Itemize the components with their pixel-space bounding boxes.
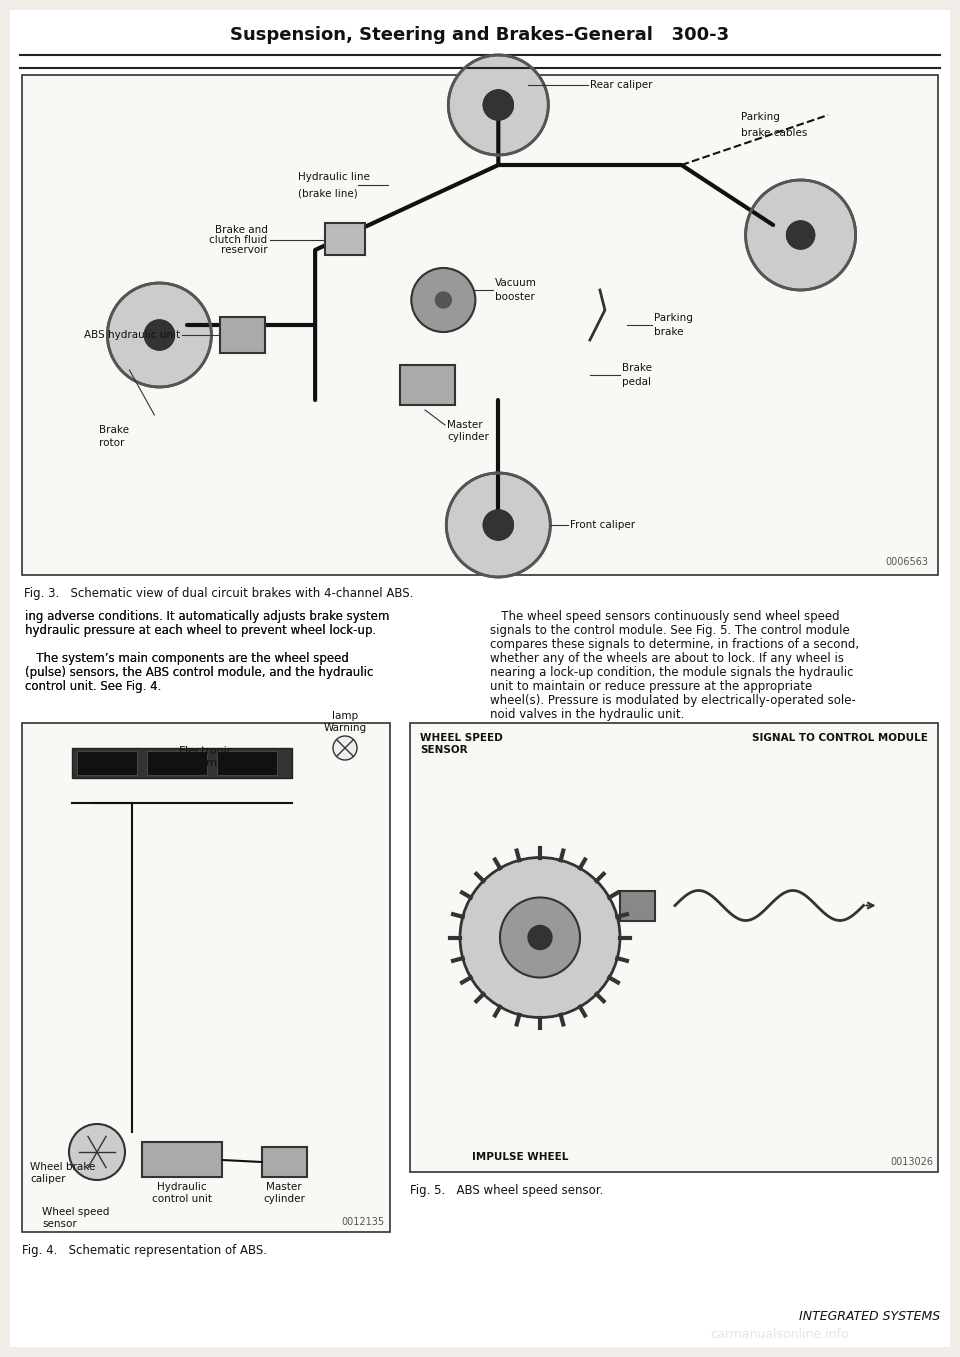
- Text: Fig. 5.   ABS wheel speed sensor.: Fig. 5. ABS wheel speed sensor.: [410, 1185, 604, 1197]
- Text: Front caliper: Front caliper: [570, 520, 636, 531]
- Text: signals to the control module. See Fig. 5. The control module: signals to the control module. See Fig. …: [490, 624, 850, 636]
- Text: noid valves in the hydraulic unit.: noid valves in the hydraulic unit.: [490, 708, 684, 721]
- Circle shape: [746, 180, 855, 290]
- Text: cylinder: cylinder: [447, 432, 489, 442]
- Bar: [217, 750, 277, 775]
- Text: SENSOR: SENSOR: [420, 745, 468, 754]
- Text: sensor: sensor: [42, 1219, 77, 1229]
- Bar: [22, 75, 938, 575]
- Text: brake cables: brake cables: [741, 128, 808, 138]
- Circle shape: [786, 221, 815, 248]
- Text: (brake line): (brake line): [299, 189, 358, 198]
- Text: The wheel speed sensors continuously send wheel speed: The wheel speed sensors continuously sen…: [490, 611, 840, 623]
- Text: control unit: control unit: [152, 1194, 212, 1204]
- Text: Brake: Brake: [100, 425, 130, 436]
- Text: hydraulic pressure at each wheel to prevent wheel lock-up.: hydraulic pressure at each wheel to prev…: [25, 624, 376, 636]
- Text: ing adverse conditions. It automatically adjusts brake system: ing adverse conditions. It automatically…: [25, 611, 390, 623]
- Text: booster: booster: [495, 292, 535, 303]
- Text: Fig. 3.   Schematic view of dual circuit brakes with 4-channel ABS.: Fig. 3. Schematic view of dual circuit b…: [24, 588, 414, 600]
- Text: whether any of the wheels are about to lock. If any wheel is: whether any of the wheels are about to l…: [490, 651, 844, 665]
- Circle shape: [786, 221, 815, 248]
- Text: nearing a lock-up condition, the module signals the hydraulic: nearing a lock-up condition, the module …: [490, 666, 853, 678]
- Circle shape: [483, 90, 514, 119]
- Text: Master: Master: [266, 1182, 301, 1191]
- Text: The system’s main components are the wheel speed: The system’s main components are the whe…: [25, 651, 348, 665]
- Bar: [72, 748, 292, 778]
- Circle shape: [436, 292, 451, 308]
- Circle shape: [528, 925, 552, 950]
- Text: hydraulic pressure at each wheel to prevent wheel lock-up.: hydraulic pressure at each wheel to prev…: [25, 624, 376, 636]
- Text: clutch fluid: clutch fluid: [209, 235, 268, 246]
- Text: Hydraulic: Hydraulic: [157, 1182, 206, 1191]
- Text: lamp: lamp: [332, 711, 358, 721]
- Bar: [620, 890, 655, 920]
- Text: brake: brake: [654, 327, 684, 337]
- Text: Parking: Parking: [741, 113, 780, 122]
- Text: 0006563: 0006563: [885, 556, 928, 567]
- Circle shape: [446, 474, 550, 577]
- Text: Vacuum: Vacuum: [495, 278, 538, 288]
- Text: Master: Master: [447, 421, 483, 430]
- Text: caliper: caliper: [30, 1174, 65, 1185]
- Text: Warning: Warning: [324, 723, 367, 733]
- Bar: [324, 223, 365, 255]
- Bar: [220, 318, 265, 353]
- Text: (pulse) sensors, the ABS control module, and the hydraulic: (pulse) sensors, the ABS control module,…: [25, 666, 373, 678]
- Circle shape: [144, 320, 175, 350]
- Circle shape: [460, 858, 620, 1018]
- Text: Parking: Parking: [654, 313, 692, 323]
- Text: ing adverse conditions. It automatically adjusts brake system: ing adverse conditions. It automatically…: [25, 611, 390, 623]
- Text: (pulse) sensors, the ABS control module, and the hydraulic: (pulse) sensors, the ABS control module,…: [25, 666, 373, 678]
- Bar: [410, 723, 938, 1172]
- Text: pedal: pedal: [622, 377, 651, 387]
- Circle shape: [500, 897, 580, 977]
- Circle shape: [108, 284, 211, 387]
- Text: WHEEL SPEED: WHEEL SPEED: [420, 733, 503, 744]
- Text: IMPULSE WHEEL: IMPULSE WHEEL: [471, 1152, 568, 1162]
- Text: Electronic: Electronic: [179, 746, 233, 756]
- Text: reservoir: reservoir: [221, 246, 268, 255]
- Bar: [142, 1143, 222, 1177]
- Circle shape: [69, 1124, 125, 1181]
- Text: The system’s main components are the wheel speed: The system’s main components are the whe…: [25, 651, 348, 665]
- Circle shape: [483, 510, 514, 540]
- Circle shape: [411, 267, 475, 332]
- Text: 0013026: 0013026: [890, 1158, 933, 1167]
- Circle shape: [144, 320, 175, 350]
- Text: carmanualsonline.info: carmanualsonline.info: [710, 1329, 850, 1342]
- Bar: [22, 723, 390, 1232]
- Circle shape: [483, 510, 514, 540]
- Circle shape: [333, 735, 357, 760]
- Text: control unit. See Fig. 4.: control unit. See Fig. 4.: [25, 680, 161, 693]
- Text: wheel(s). Pressure is modulated by electrically-operated sole-: wheel(s). Pressure is modulated by elect…: [490, 693, 856, 707]
- Text: control unit. See Fig. 4.: control unit. See Fig. 4.: [25, 680, 161, 693]
- Bar: [400, 365, 455, 404]
- Text: Brake and: Brake and: [215, 225, 268, 235]
- Text: SIGNAL TO CONTROL MODULE: SIGNAL TO CONTROL MODULE: [752, 733, 928, 744]
- Text: ABS hydraulic unit: ABS hydraulic unit: [84, 330, 180, 341]
- Circle shape: [448, 56, 548, 155]
- Text: Brake: Brake: [622, 364, 652, 373]
- Text: Wheel brake: Wheel brake: [30, 1162, 95, 1172]
- Text: Wheel speed: Wheel speed: [42, 1206, 109, 1217]
- Bar: [147, 750, 207, 775]
- Text: unit to maintain or reduce pressure at the appropriate: unit to maintain or reduce pressure at t…: [490, 680, 812, 693]
- Bar: [77, 750, 137, 775]
- Bar: [262, 1147, 307, 1177]
- Text: INTEGRATED SYSTEMS: INTEGRATED SYSTEMS: [799, 1311, 940, 1323]
- Text: cylinder: cylinder: [263, 1194, 305, 1204]
- Text: rotor: rotor: [100, 438, 125, 448]
- Circle shape: [483, 90, 514, 119]
- Text: control module: control module: [164, 759, 248, 768]
- Text: Fig. 4.   Schematic representation of ABS.: Fig. 4. Schematic representation of ABS.: [22, 1244, 267, 1257]
- Text: Suspension, Steering and Brakes–General   300-3: Suspension, Steering and Brakes–General …: [230, 26, 730, 43]
- Text: 0012135: 0012135: [342, 1217, 385, 1227]
- Text: compares these signals to determine, in fractions of a second,: compares these signals to determine, in …: [490, 638, 859, 651]
- Text: Rear caliper: Rear caliper: [590, 80, 653, 90]
- Text: Hydraulic line: Hydraulic line: [299, 172, 371, 182]
